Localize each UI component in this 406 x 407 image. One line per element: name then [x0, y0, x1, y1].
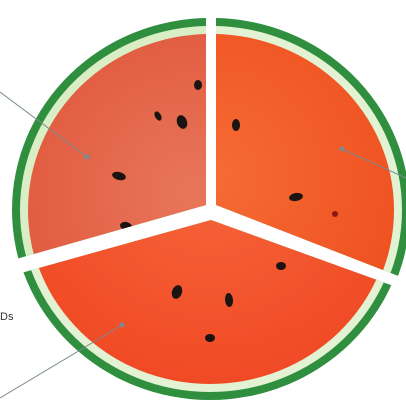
- segment-bottom: [12, 220, 406, 400]
- leader-lines: [0, 91, 406, 399]
- seeds-bottom: [171, 262, 286, 342]
- label-partial: Ds: [0, 311, 14, 323]
